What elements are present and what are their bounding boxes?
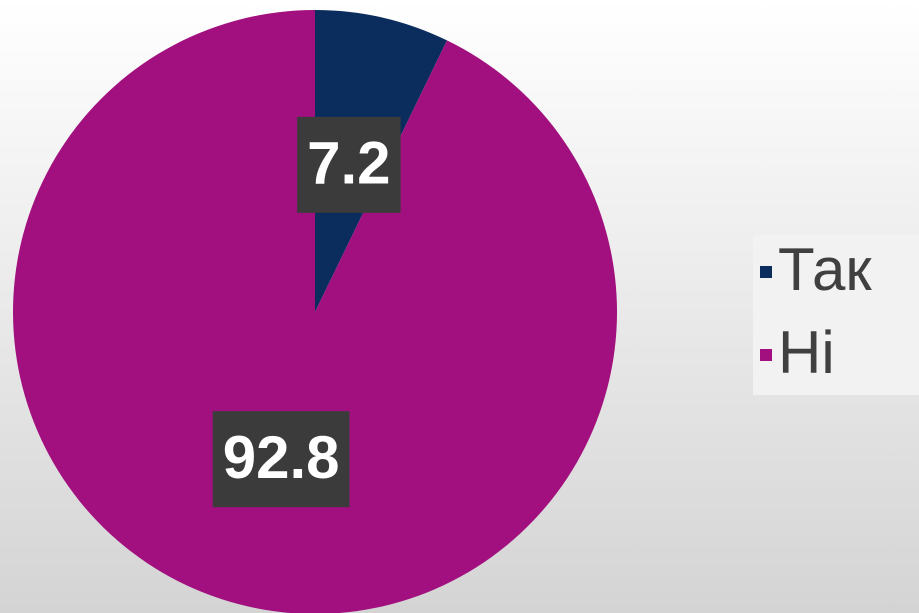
legend-marker [760,349,772,361]
data-label: 7.2 [307,130,390,197]
data-label: 92.8 [223,424,340,491]
legend-box [753,235,919,395]
data-label-group: 7.2 [297,116,401,213]
legend-label: Так [778,236,872,303]
legend-label: Ні [778,319,835,386]
legend-marker [760,266,772,278]
data-label-group: 92.8 [212,411,350,508]
pie-slice [13,10,617,613]
data-label-box [297,116,401,213]
data-label-box [212,411,350,508]
